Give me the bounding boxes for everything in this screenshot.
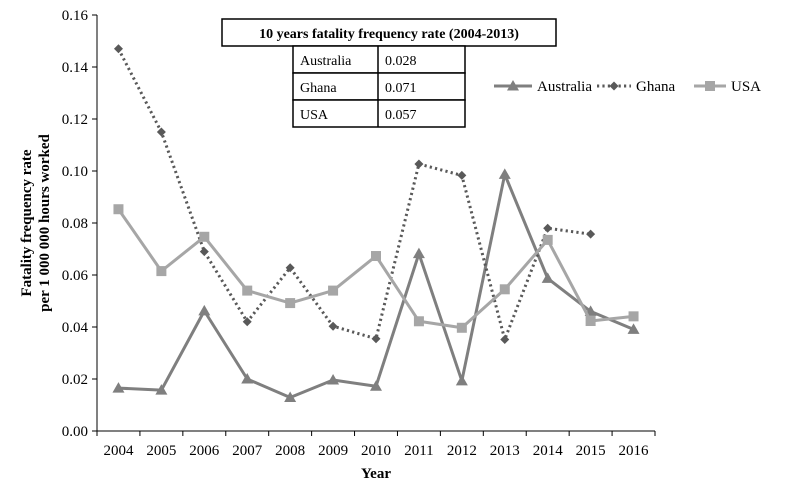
legend-item-usa: USA (694, 79, 761, 95)
y-tick-label: 0.04 (62, 320, 89, 336)
data-point-australia (455, 374, 468, 386)
x-tick-label: 2011 (404, 443, 433, 459)
data-point-usa (542, 234, 553, 245)
legend-marker-usa (705, 81, 715, 91)
series-ghana (113, 44, 596, 344)
x-tick-label: 2015 (576, 443, 606, 459)
y-tick-label: 0.08 (62, 216, 88, 232)
y-tick-label: 0.14 (62, 60, 89, 76)
legend-item-ghana: Ghana (597, 79, 675, 95)
data-point-ghana (199, 247, 209, 257)
x-tick-label: 2007 (232, 443, 263, 459)
series-layer (112, 44, 640, 402)
legend-label-ghana: Ghana (636, 79, 675, 95)
x-tick-label: 2014 (533, 443, 564, 459)
x-tick-label: 2016 (619, 443, 650, 459)
legend-marker-australia (507, 80, 519, 91)
x-tick-label: 2005 (146, 443, 176, 459)
table-country: USA (300, 108, 329, 123)
data-point-usa (156, 266, 167, 277)
data-point-usa (371, 251, 381, 262)
data-point-usa (585, 316, 596, 327)
data-point-ghana (371, 334, 381, 344)
table-value: 0.057 (385, 108, 417, 123)
data-point-australia (284, 391, 297, 402)
table-value: 0.071 (385, 81, 417, 96)
y-tick-label: 0.12 (62, 112, 88, 128)
y-axis-title-line-1: Fatality frequency rate (19, 149, 35, 297)
table-row (292, 99, 466, 128)
y-axis-title: Fatality frequency rate per 1 000 000 ho… (19, 134, 53, 312)
table-value: 0.028 (385, 54, 417, 69)
x-tick-label: 2012 (447, 443, 477, 459)
x-tick-label: 2006 (189, 443, 220, 459)
summary-table: 10 years fatality frequency rate (2004-2… (221, 18, 557, 128)
y-axis-ticks: 0.00 0.02 0.04 0.06 0.08 0.10 0.12 0.14 0.16 (62, 8, 97, 440)
x-axis-ticks: 2004 2005 2006 2007 2008 2009 2010 2011 2012 2013… (96, 431, 656, 459)
y-tick-label: 0.02 (62, 372, 88, 388)
data-point-usa (113, 204, 124, 215)
data-point-australia (241, 373, 254, 384)
data-point-usa (199, 231, 210, 242)
table-title: 10 years fatality frequency rate (2004-2… (259, 27, 519, 42)
series-australia (112, 168, 640, 402)
data-point-australia (198, 304, 211, 316)
y-tick-label: 0.00 (62, 424, 88, 440)
data-point-ghana (586, 229, 596, 239)
data-point-usa (413, 316, 424, 327)
data-point-ghana (328, 321, 338, 331)
table-country: Ghana (300, 81, 337, 96)
data-point-australia (627, 323, 640, 334)
data-point-ghana (543, 223, 553, 233)
table-country: Australia (300, 54, 352, 69)
x-tick-label: 2008 (275, 443, 305, 459)
x-tick-label: 2013 (490, 443, 520, 459)
data-point-ghana (414, 159, 424, 169)
data-point-usa (456, 322, 467, 333)
data-point-australia (327, 374, 340, 385)
y-tick-label: 0.16 (62, 8, 89, 24)
x-tick-label: 2009 (318, 443, 348, 459)
data-point-australia (370, 380, 382, 391)
x-tick-label: 2010 (361, 443, 391, 459)
data-point-ghana (113, 44, 123, 54)
data-point-ghana (242, 317, 252, 327)
data-point-ghana (457, 170, 467, 180)
legend-label-australia: Australia (537, 79, 592, 95)
x-axis-title: Year (361, 466, 391, 482)
series-line-ghana (117, 48, 591, 341)
series-usa (113, 204, 639, 333)
y-axis-title-line-2: per 1 000 000 hours worked (37, 134, 53, 312)
data-point-australia (155, 384, 168, 395)
data-point-usa (285, 298, 296, 309)
table-row (292, 45, 466, 74)
data-point-australia (412, 247, 425, 259)
legend: Australia Ghana USA (494, 79, 761, 95)
data-point-usa (328, 285, 339, 296)
data-point-usa (628, 311, 639, 322)
data-point-ghana (500, 334, 510, 344)
data-point-usa (499, 284, 510, 295)
table-row (292, 72, 466, 101)
data-point-usa (242, 285, 253, 296)
x-tick-label: 2004 (103, 443, 134, 459)
data-point-ghana (156, 127, 166, 137)
legend-marker-ghana (609, 81, 619, 91)
data-point-ghana (285, 263, 295, 273)
data-point-australia (112, 382, 125, 393)
legend-item-australia: Australia (494, 79, 592, 95)
data-point-australia (541, 272, 554, 283)
y-tick-label: 0.06 (62, 268, 89, 284)
y-tick-label: 0.10 (62, 164, 88, 180)
data-point-australia (498, 168, 511, 179)
legend-label-usa: USA (731, 79, 761, 95)
